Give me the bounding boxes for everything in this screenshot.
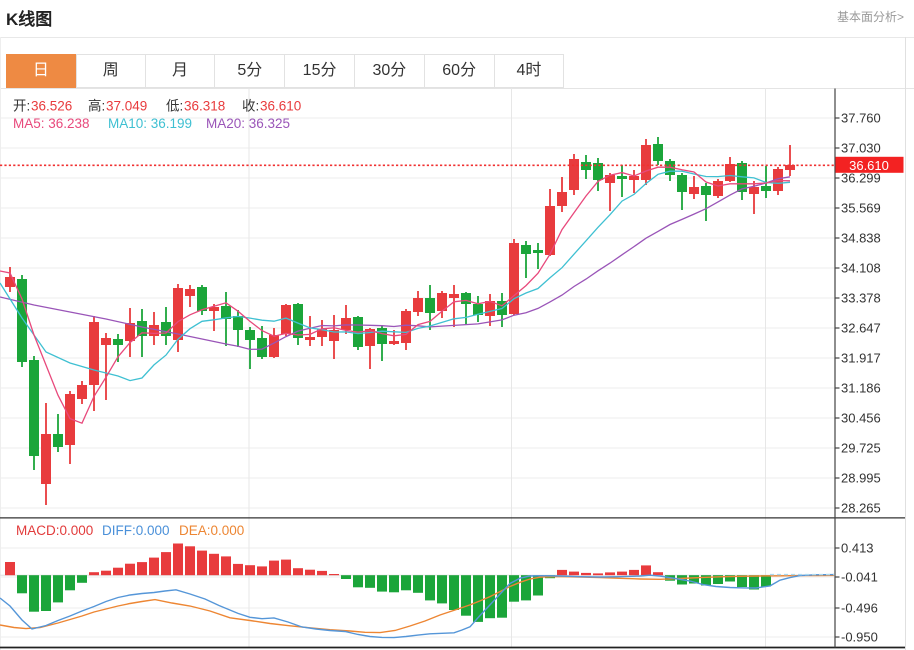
svg-text:37.030: 37.030 bbox=[841, 141, 881, 156]
svg-text:29.725: 29.725 bbox=[841, 441, 881, 456]
svg-text:28.995: 28.995 bbox=[841, 471, 881, 486]
svg-text:30.456: 30.456 bbox=[841, 411, 881, 426]
svg-text:36.299: 36.299 bbox=[841, 171, 881, 186]
svg-text:-0.496: -0.496 bbox=[841, 601, 878, 616]
svg-text:35.569: 35.569 bbox=[841, 201, 881, 216]
svg-text:31.186: 31.186 bbox=[841, 381, 881, 396]
svg-text:34.108: 34.108 bbox=[841, 261, 881, 276]
svg-text:28.265: 28.265 bbox=[841, 501, 881, 516]
svg-text:-0.041: -0.041 bbox=[841, 570, 878, 585]
svg-text:31.917: 31.917 bbox=[841, 351, 881, 366]
svg-text:37.760: 37.760 bbox=[841, 111, 881, 126]
svg-text:-0.950: -0.950 bbox=[841, 630, 878, 645]
svg-text:36.610: 36.610 bbox=[849, 158, 889, 173]
svg-text:34.838: 34.838 bbox=[841, 231, 881, 246]
svg-text:33.378: 33.378 bbox=[841, 291, 881, 306]
svg-text:32.647: 32.647 bbox=[841, 321, 881, 336]
svg-text:0.413: 0.413 bbox=[841, 541, 874, 556]
